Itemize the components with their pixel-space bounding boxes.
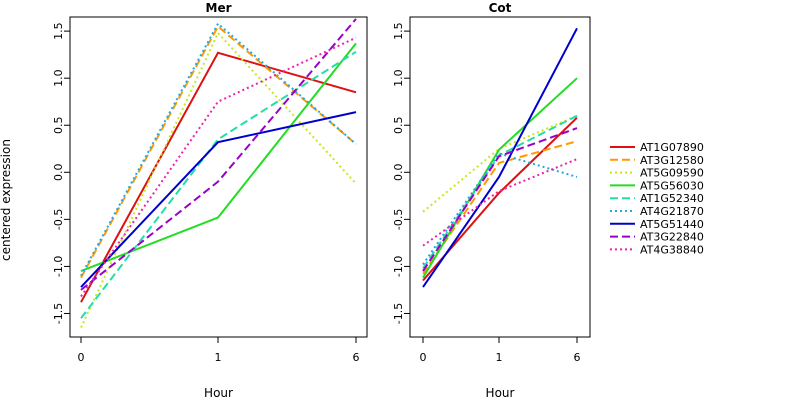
y-tick-label: 1.5 — [52, 22, 65, 39]
series-line-at1g07890 — [422, 116, 578, 282]
series-line-at5g09590 — [422, 114, 578, 213]
legend-label: AT4G38840 — [640, 243, 704, 256]
series-line-at3g22840 — [422, 127, 578, 272]
legend-label: AT5G56030 — [640, 179, 704, 192]
legend-label: AT3G12580 — [640, 154, 704, 167]
legend: AT1G07890AT3G12580AT5G09590AT5G56030AT1G… — [610, 141, 704, 256]
y-tick-label: 1.5 — [392, 22, 405, 39]
plot-frame — [409, 16, 591, 338]
panel-title: Cot — [489, 1, 512, 15]
y-tick-label: -1.5 — [52, 303, 65, 324]
y-tick-label: -0.5 — [392, 209, 405, 230]
legend-label: AT4G21870 — [640, 205, 704, 218]
y-tick-label: -0.5 — [52, 209, 65, 230]
y-tick-label: 1.0 — [392, 69, 405, 87]
series-line-at5g56030 — [422, 77, 578, 279]
x-axis-title: Hour — [204, 386, 233, 400]
series-line-at5g51440 — [80, 111, 357, 288]
legend-label: AT1G52340 — [640, 192, 704, 205]
x-tick-label: 1 — [215, 351, 222, 364]
plot-frame — [69, 16, 368, 338]
x-tick-label: 0 — [420, 351, 427, 364]
y-tick-label: 1.0 — [52, 69, 65, 87]
x-tick-label: 6 — [574, 351, 581, 364]
y-tick-label: 0.0 — [52, 164, 65, 182]
series-line-at4g21870 — [422, 152, 578, 266]
series-line-at5g56030 — [80, 42, 357, 273]
legend-label: AT1G07890 — [640, 141, 704, 154]
panel-title: Mer — [206, 1, 232, 15]
series-line-at1g07890 — [80, 51, 357, 303]
y-tick-label: -1.0 — [52, 256, 65, 277]
legend-label: AT3G22840 — [640, 231, 704, 244]
y-tick-label: -1.5 — [392, 303, 405, 324]
panel-cot: Cot -1.5 -1.0 -0.5 0.0 0.5 1.0 1.5 0 1 6 Hour — [392, 1, 591, 400]
y-tick-label: 0.0 — [392, 164, 405, 182]
panel-mer: Mer -1.5 -1.0 -0.5 0.0 0.5 1.0 1.5 0 1 6 Hour — [52, 1, 368, 400]
x-tick-label: 0 — [78, 351, 85, 364]
y-axis-title: centered expression — [0, 139, 13, 261]
x-tick-label: 1 — [496, 351, 503, 364]
series-line-at4g21870 — [80, 22, 357, 277]
y-tick-label: 0.5 — [52, 116, 65, 134]
legend-label: AT5G09590 — [640, 167, 704, 180]
series-line-at1g52340 — [80, 50, 357, 319]
series-line-at5g51440 — [422, 27, 578, 288]
series-line-at3g22840 — [80, 18, 357, 291]
legend-label: AT5G51440 — [640, 218, 704, 231]
series-line-at4g38840 — [422, 158, 578, 247]
series-line-at3g12580 — [422, 140, 578, 275]
series-line-at5g09590 — [80, 31, 357, 329]
x-tick-label: 6 — [353, 351, 360, 364]
y-tick-label: -1.0 — [392, 256, 405, 277]
x-axis-title: Hour — [486, 386, 515, 400]
y-tick-label: 0.5 — [392, 116, 405, 134]
